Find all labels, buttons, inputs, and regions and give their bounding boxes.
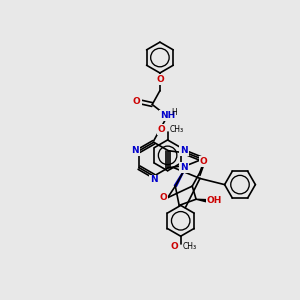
Text: O: O: [156, 75, 164, 84]
Text: OH: OH: [207, 196, 222, 205]
Text: O: O: [171, 242, 178, 251]
Text: O: O: [133, 97, 141, 106]
Text: N: N: [131, 146, 139, 155]
Text: O: O: [200, 157, 208, 166]
Text: O: O: [159, 193, 167, 202]
Text: CH₃: CH₃: [170, 125, 184, 134]
Text: CH₃: CH₃: [183, 242, 197, 251]
Polygon shape: [196, 199, 207, 202]
Text: NH: NH: [160, 111, 175, 120]
Text: H: H: [172, 108, 177, 117]
Text: N: N: [150, 176, 158, 184]
Text: N: N: [180, 146, 188, 155]
Polygon shape: [174, 165, 187, 187]
Text: N: N: [180, 163, 188, 172]
Text: O: O: [158, 125, 165, 134]
